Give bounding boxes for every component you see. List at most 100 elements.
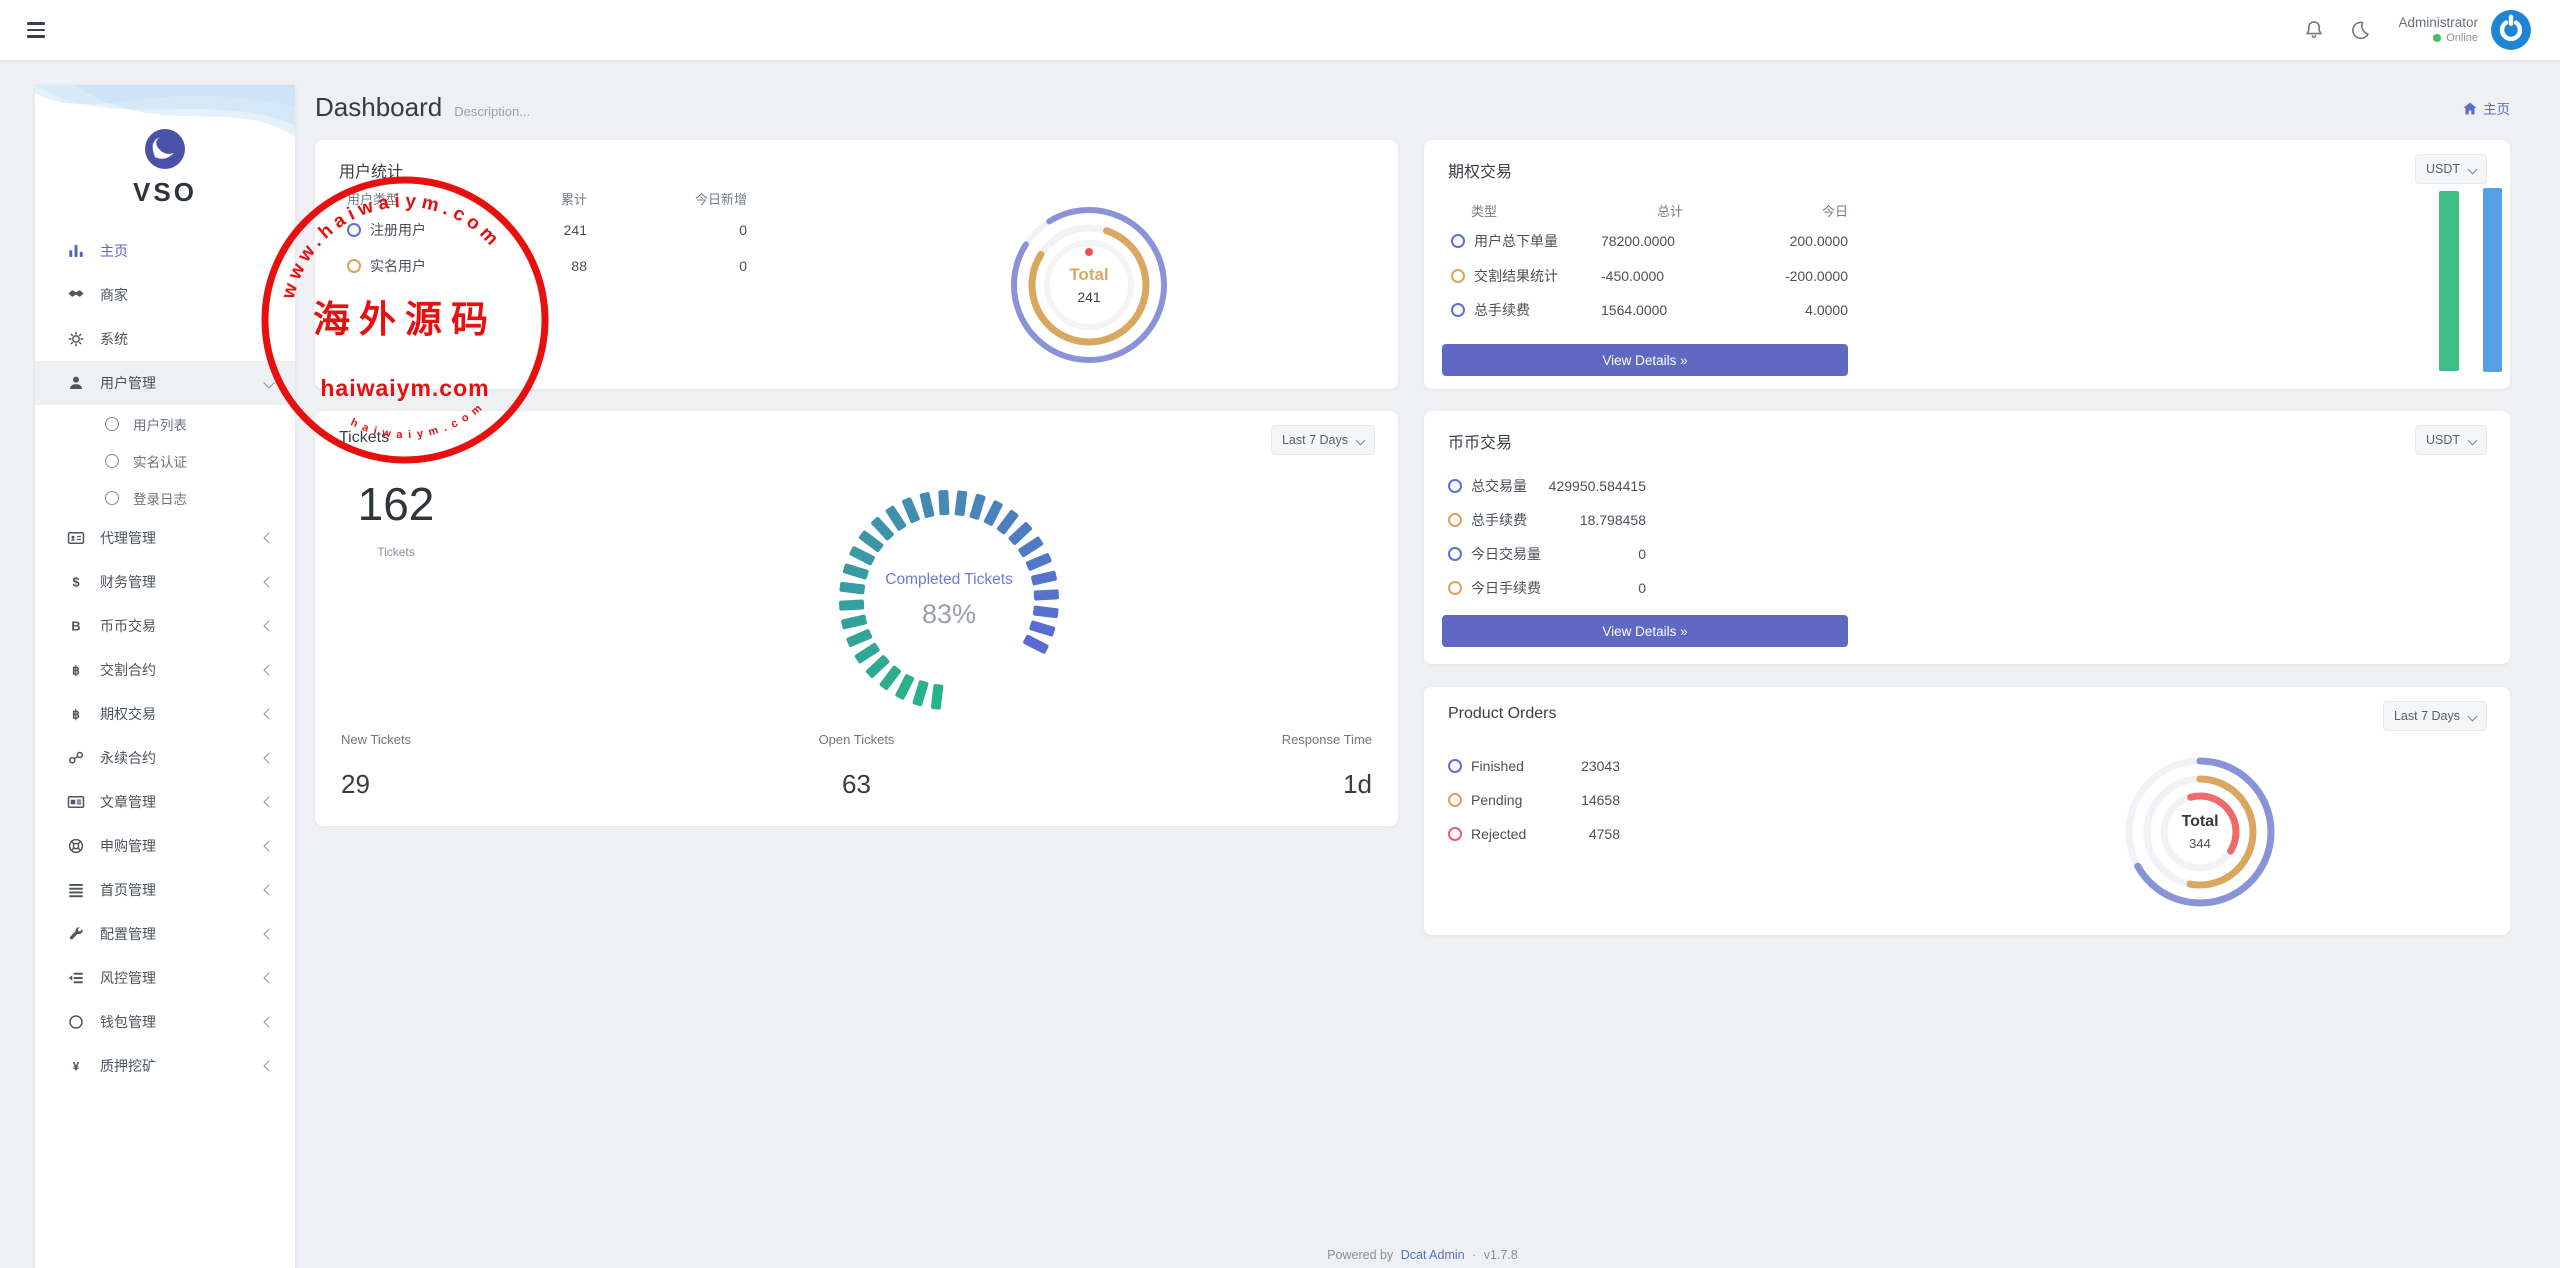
bars-icon	[65, 880, 87, 900]
sidebar-subitem[interactable]: 登录日志	[35, 479, 295, 516]
lifebuoy-icon	[65, 836, 87, 856]
row-marker-icon	[1448, 547, 1462, 561]
sidebar-item-label: 文章管理	[100, 794, 156, 810]
circle-o-icon	[105, 453, 119, 468]
sidebar: VSO 主页 商家系统用户管理用户列表实名认证登录日志代理管理 $ 财务管理 B 币币交易…	[35, 85, 295, 1268]
yen-icon: ¥	[65, 1056, 87, 1076]
row-value: 0	[1638, 580, 1646, 596]
sidebar-item-circle[interactable]: 钱包管理	[35, 1000, 295, 1044]
table-row: 交割结果统计 -450.0000 -200.0000	[1442, 259, 1848, 294]
row-total-value: 1564.0000	[1601, 302, 1668, 319]
sidebar-item-handshake[interactable]: 商家	[35, 273, 295, 317]
page-subtitle: Description...	[454, 104, 531, 119]
sidebar-subitem[interactable]: 实名认证	[35, 442, 295, 479]
svg-text:฿: ฿	[72, 664, 80, 678]
user-avatar[interactable]	[2490, 9, 2532, 51]
bar-series	[2483, 188, 2502, 372]
row-marker-icon	[347, 259, 361, 273]
chevron-left-icon	[263, 620, 275, 632]
breadcrumb[interactable]: 主页	[2463, 98, 2510, 118]
sidebar-item-label: 系统	[100, 331, 128, 347]
sidebar-item-id-card[interactable]: 代理管理	[35, 516, 295, 560]
sidebar-item-user[interactable]: 用户管理	[35, 361, 295, 405]
col-total: 累计	[560, 191, 587, 207]
chevron-left-icon	[263, 1060, 275, 1072]
sidebar-item-bars[interactable]: 首页管理	[35, 868, 295, 912]
footer-brand-link[interactable]: Dcat Admin	[1400, 1248, 1465, 1262]
notification-bell-icon[interactable]	[2302, 18, 2326, 42]
spot-currency-select[interactable]: USDT	[2414, 425, 2487, 455]
chevron-left-icon	[263, 664, 275, 676]
link-icon	[65, 748, 87, 768]
sidebar-item-label: 财务管理	[100, 574, 156, 590]
tickets-count-label: Tickets	[377, 545, 415, 559]
row-label: 总手续费	[1448, 510, 1580, 530]
dark-mode-moon-icon[interactable]	[2348, 18, 2372, 42]
sidebar-wave-decoration	[35, 85, 295, 149]
home-icon	[2463, 102, 2477, 114]
col-type: 类型	[1471, 203, 1498, 219]
sidebar-item-label: 申购管理	[100, 838, 156, 854]
brand-name: VSO	[133, 177, 197, 207]
sidebar-item-chart-bar[interactable]: 主页	[35, 229, 295, 273]
sidebar-item-label: 质押挖矿	[100, 1058, 156, 1074]
sidebar-item-label: 用户管理	[100, 375, 156, 391]
spot-view-details-button[interactable]: View Details »	[1442, 615, 1848, 647]
sidebar-item-bitcoin[interactable]: ฿ 期权交易	[35, 692, 295, 736]
chevron-left-icon	[263, 1016, 275, 1028]
circle-o-icon	[105, 416, 119, 431]
sidebar-item-lifebuoy[interactable]: 申购管理	[35, 824, 295, 868]
svg-text:฿: ฿	[72, 708, 80, 722]
sidebar-item-label: 风控管理	[100, 970, 156, 986]
sidebar-item-gear[interactable]: 系统	[35, 317, 295, 361]
sidebar-item-label: 交割合约	[100, 662, 156, 678]
dollar-icon: $	[65, 572, 87, 592]
sidebar-menu: 主页 商家系统用户管理用户列表实名认证登录日志代理管理 $ 财务管理 B 币币交易 ฿ 交割合…	[35, 229, 295, 1088]
orders-range-select[interactable]: Last 7 Days	[2382, 701, 2487, 731]
sidebar-item-bitcoin[interactable]: ฿ 交割合约	[35, 648, 295, 692]
footer-powered-by: Powered by	[1327, 1248, 1394, 1262]
sidebar-item-dollar[interactable]: $ 财务管理	[35, 560, 295, 604]
tickets-gauge-chart: Completed Tickets 83%	[829, 480, 1069, 720]
tickets-range-select[interactable]: Last 7 Days	[1270, 425, 1375, 455]
sidebar-item-label: 配置管理	[100, 926, 156, 942]
sidebar-item-yen[interactable]: ¥ 质押挖矿	[35, 1044, 295, 1088]
sidebar-item-label: 代理管理	[100, 530, 156, 546]
option-view-details-button[interactable]: View Details »	[1442, 344, 1848, 376]
sidebar-item-newspaper[interactable]: 文章管理	[35, 780, 295, 824]
row-today-value: 0	[739, 222, 747, 238]
orders-rings-chart: Total 344	[2120, 752, 2280, 912]
page-title: Dashboard	[315, 92, 443, 122]
sidebar-item-link[interactable]: 永续合约	[35, 736, 295, 780]
letter-b-icon: B	[65, 616, 87, 636]
wrench-icon	[65, 924, 87, 944]
row-value: 14658	[1581, 792, 1620, 808]
card-tickets: Tickets Last 7 Days 162 Tickets Complete…	[315, 411, 1398, 826]
option-currency-select[interactable]: USDT	[2414, 154, 2487, 184]
chevron-left-icon	[263, 752, 275, 764]
sidebar-toggle-icon[interactable]	[27, 19, 53, 41]
row-total-value: 88	[571, 258, 587, 274]
row-marker-icon	[1448, 513, 1462, 527]
row-label: 用户总下单量	[1442, 231, 1601, 251]
topbar-right: Administrator Online	[2280, 9, 2532, 51]
sidebar-item-wrench[interactable]: 配置管理	[35, 912, 295, 956]
row-total-value: -450.0000	[1601, 267, 1665, 284]
ticket-stat: New Tickets 29	[341, 732, 685, 800]
chevron-left-icon	[263, 708, 275, 720]
list-item: Pending 14658	[1448, 783, 1620, 817]
chevron-down-icon	[2467, 435, 2478, 445]
col-user-type: 用户类型	[347, 191, 400, 207]
chevron-left-icon	[263, 289, 275, 301]
user-info[interactable]: Administrator Online	[2398, 15, 2478, 46]
sidebar-subitem-label: 登录日志	[133, 491, 187, 507]
sidebar-subitem-label: 用户列表	[133, 417, 187, 433]
sidebar-item-indent[interactable]: 风控管理	[35, 956, 295, 1000]
user-status-label: Online	[2446, 31, 2478, 44]
bitcoin-icon: ฿	[65, 660, 87, 680]
sidebar-item-letter-b[interactable]: B 币币交易	[35, 604, 295, 648]
sidebar-item-label: 钱包管理	[100, 1014, 156, 1030]
ticket-stat-value: 29	[341, 769, 370, 799]
row-value: 23043	[1581, 758, 1620, 774]
sidebar-subitem[interactable]: 用户列表	[35, 405, 295, 442]
